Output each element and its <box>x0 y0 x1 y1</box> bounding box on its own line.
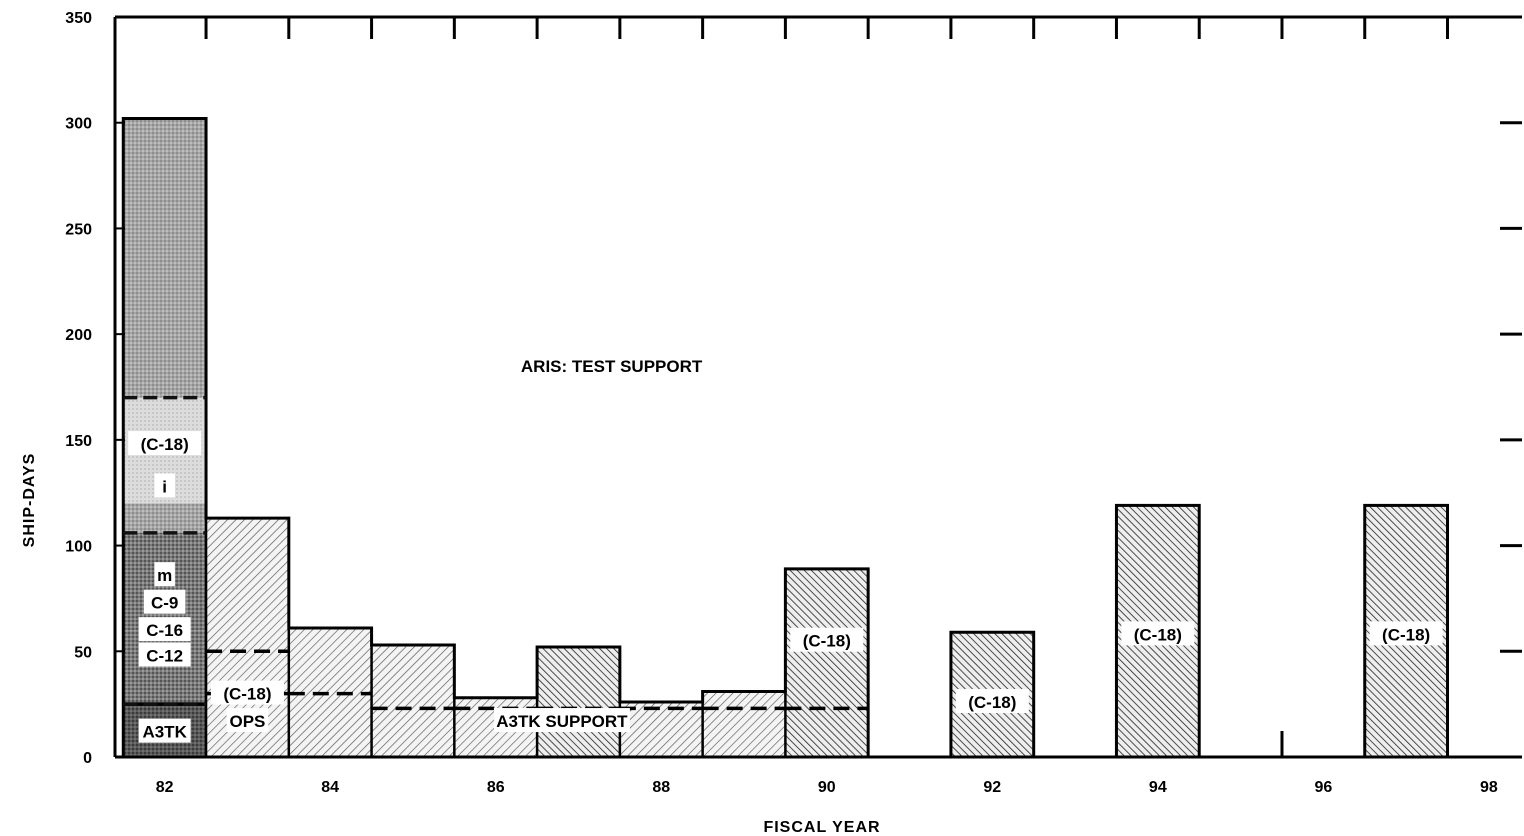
fy82-stack-band <box>123 630 207 705</box>
annotation-label: ARIS: TEST SUPPORT <box>521 357 703 376</box>
annotation-bg <box>154 473 175 498</box>
annotation-label: (C-18) <box>1382 625 1430 644</box>
annotation-labels: ARIS: TEST SUPPORT A3TK SUPPORT (C-18) OPS A… <box>128 357 1443 743</box>
annotation-bg <box>955 689 1029 714</box>
annotation-bg <box>128 431 202 456</box>
annotation-label: (C-18) <box>1134 625 1182 644</box>
annotation-label: C-12 <box>146 647 183 666</box>
y-tick-label: 50 <box>74 644 92 661</box>
annotation-bg <box>154 562 175 587</box>
annotation-label: A3TK <box>142 723 187 742</box>
annotation-label: (C-18) <box>223 685 271 704</box>
fy82-stack-band <box>123 118 207 398</box>
annotation-bg <box>210 680 284 705</box>
bar-fill <box>702 691 786 757</box>
annotation-bg <box>790 627 864 652</box>
x-tick-label: 90 <box>818 779 836 796</box>
annotation-label: C-9 <box>151 594 178 613</box>
y-tick-label: 0 <box>83 750 92 767</box>
x-tick-label: 96 <box>1314 779 1332 796</box>
annotation-bg <box>226 708 269 733</box>
x-tick-label: 82 <box>156 779 174 796</box>
bar-outline-fy82-fy90 <box>121 116 870 757</box>
annotation-bg <box>138 617 191 642</box>
y-tick-label: 250 <box>65 221 92 238</box>
annotation-bg <box>143 589 186 614</box>
x-tick-label: 86 <box>487 779 505 796</box>
x-tick-label: 98 <box>1480 779 1498 796</box>
y-tick-label: 150 <box>65 433 92 450</box>
annotation-label: i <box>162 477 167 496</box>
fy82-stack-band <box>123 503 207 533</box>
annotation-bg <box>493 708 630 733</box>
annotation-label: m <box>157 566 172 585</box>
annotation-label: C-16 <box>146 621 183 640</box>
y-tick-label: 350 <box>65 10 92 27</box>
annotation-bg <box>1369 621 1443 646</box>
bar-fill <box>785 568 869 757</box>
annotation-label: OPS <box>229 712 265 731</box>
bar-fill <box>619 702 703 757</box>
x-tick-label: 94 <box>1149 779 1167 796</box>
annotation-label: (C-18) <box>141 435 189 454</box>
annotation-bg <box>1121 621 1195 646</box>
y-tick-label: 200 <box>65 327 92 344</box>
x-tick-label: 84 <box>321 779 339 796</box>
annotation-bg <box>138 718 191 743</box>
bar-fill <box>371 644 455 757</box>
plot-frame <box>113 15 1522 759</box>
y-tick-label: 300 <box>65 116 92 133</box>
x-axis-title: FISCAL YEAR <box>763 819 880 836</box>
x-tick-label: 88 <box>652 779 670 796</box>
y-axis-title: SHIP-DAYS <box>21 453 38 548</box>
y-tick-label: 100 <box>65 539 92 556</box>
x-tick-label: 92 <box>983 779 1001 796</box>
annotation-label: A3TK SUPPORT <box>496 712 628 731</box>
annotation-bg <box>138 642 191 667</box>
annotation-label: (C-18) <box>968 693 1016 712</box>
bar-fill <box>537 647 620 757</box>
annotation-label: (C-18) <box>803 632 851 651</box>
axis-ticks: 0 50 100 150 200 250 300 350 82 84 86 88 90 92 94 96 98 <box>65 10 1522 796</box>
